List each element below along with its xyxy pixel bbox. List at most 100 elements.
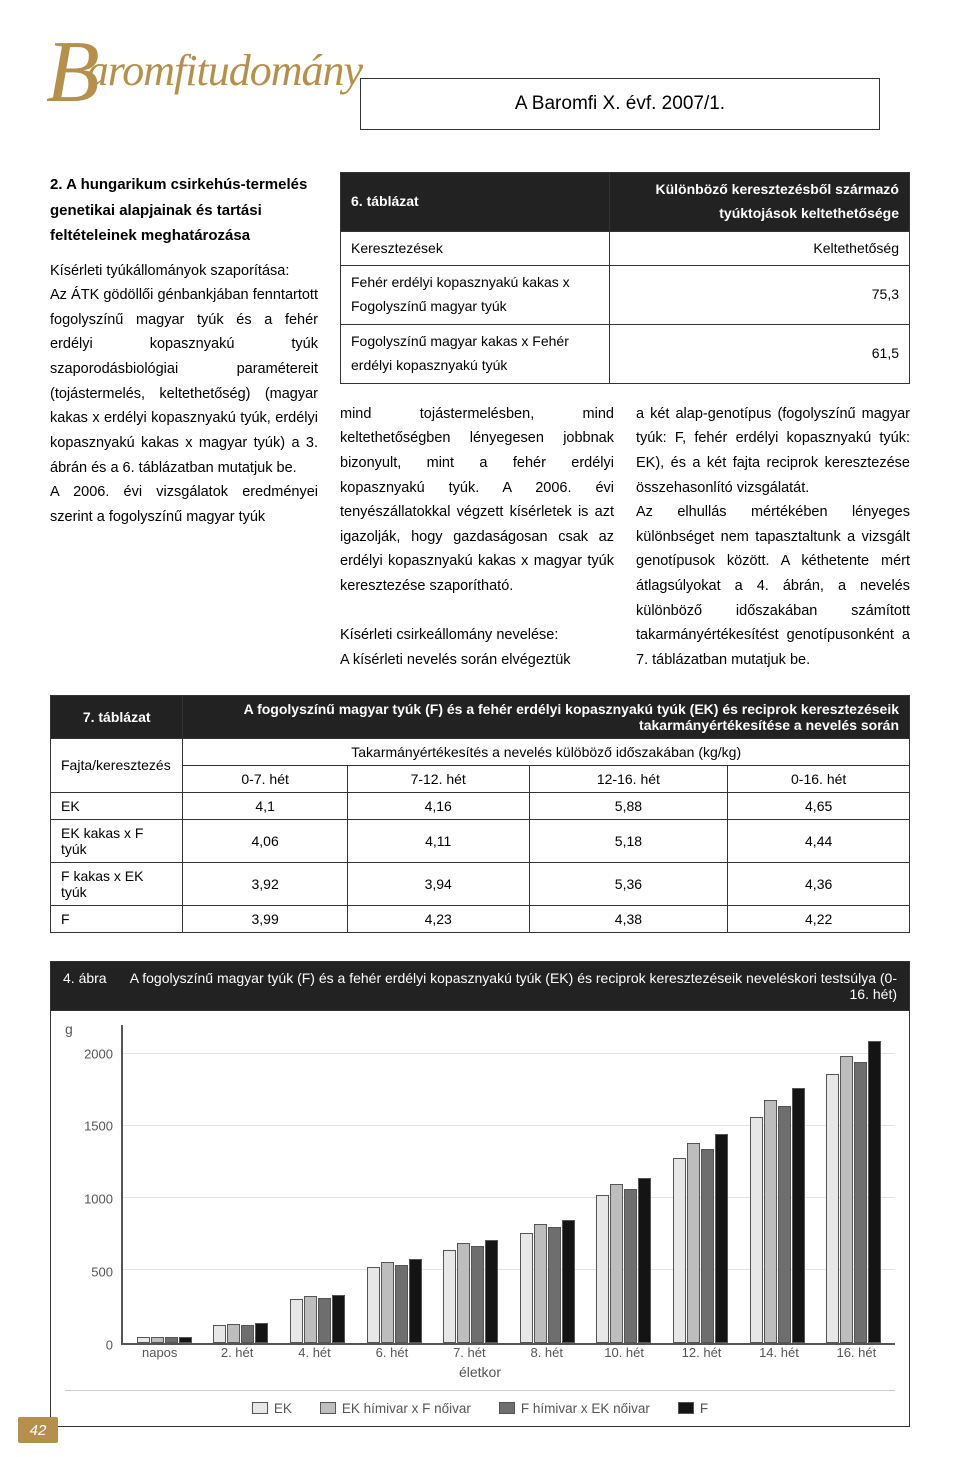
middle-text-columns: mind tojástermelésben, mind keltethetősé… <box>340 402 910 673</box>
table7-rowhead: Fajta/keresztezés <box>51 738 183 792</box>
bar <box>395 1265 408 1343</box>
table7-col-header: 0-7. hét <box>183 765 348 792</box>
upper-columns: 2. A hungarikum csirkehús-termelés genet… <box>50 172 910 673</box>
bar-group <box>820 1041 887 1343</box>
issue-box: A Baromfi X. évf. 2007/1. <box>360 78 880 130</box>
bar <box>318 1298 331 1343</box>
bar <box>624 1189 637 1342</box>
bar <box>826 1074 839 1343</box>
y-axis: g 0500100015002000 <box>65 1025 121 1345</box>
left-column: 2. A hungarikum csirkehús-termelés genet… <box>50 172 318 673</box>
figure-4: 4. ábra A fogolyszínű magyar tyúk (F) és… <box>50 961 910 1427</box>
bar <box>854 1062 867 1342</box>
table-row: Fehér erdélyi kopasznyakú kakas x Fogoly… <box>341 266 910 325</box>
bar <box>151 1337 164 1343</box>
table7-col-header: 0-16. hét <box>728 765 910 792</box>
chart-area: g 0500100015002000 <box>65 1025 895 1345</box>
table-row: EK kakas x F tyúk4,064,115,184,44 <box>51 819 910 862</box>
x-axis-title: életkor <box>65 1364 895 1380</box>
bar <box>701 1149 714 1343</box>
bar <box>137 1337 150 1343</box>
legend-item: F <box>678 1401 708 1416</box>
bar <box>764 1100 777 1343</box>
x-tick: 14. hét <box>740 1345 817 1360</box>
bar <box>381 1262 394 1343</box>
table7-col-header: 7-12. hét <box>347 765 529 792</box>
bar <box>165 1337 178 1343</box>
x-axis-labels: napos2. hét4. hét6. hét7. hét8. hét10. h… <box>121 1345 895 1360</box>
table7-col-header: 12-16. hét <box>529 765 728 792</box>
table7-title: A fogolyszínű magyar tyúk (F) és a fehér… <box>183 695 910 738</box>
bar-group <box>131 1337 198 1343</box>
figure4-label: 4. ábra <box>63 970 107 986</box>
bar <box>457 1243 470 1343</box>
legend-swatch <box>499 1402 515 1414</box>
middle-paragraph: mind tojástermelésben, mind keltethetősé… <box>340 402 614 673</box>
bar <box>485 1240 498 1343</box>
table-row: EK4,14,165,884,65 <box>51 792 910 819</box>
page-header: Baromfitudomány A Baromfi X. évf. 2007/1… <box>50 28 910 148</box>
bar <box>610 1184 623 1343</box>
bar <box>562 1220 575 1343</box>
bar <box>227 1324 240 1343</box>
bar <box>520 1233 533 1343</box>
x-tick: 12. hét <box>663 1345 740 1360</box>
bar <box>792 1088 805 1342</box>
page-number: 42 <box>18 1417 58 1443</box>
bar <box>868 1041 881 1343</box>
right-column: 6. táblázat Különböző keresztezésből szá… <box>340 172 910 673</box>
bar <box>332 1295 345 1343</box>
bar <box>255 1323 268 1343</box>
bar <box>548 1227 561 1343</box>
x-tick: 2. hét <box>198 1345 275 1360</box>
y-tick: 0 <box>106 1337 113 1352</box>
bar <box>367 1267 380 1342</box>
bar-group <box>667 1134 734 1342</box>
right-paragraph: a két alap-genotípus (fogolyszínű magyar… <box>636 402 910 673</box>
bar-group <box>591 1178 658 1343</box>
section-title: 2. A hungarikum csirkehús-termelés genet… <box>50 172 318 249</box>
table-7-wrap: 7. táblázat A fogolyszínű magyar tyúk (F… <box>50 695 910 933</box>
left-paragraph: Kísérleti tyúkállományok szaporítása:Az … <box>50 259 318 530</box>
legend-item: EK <box>252 1401 292 1416</box>
plot-area <box>121 1025 895 1345</box>
bar-group <box>437 1240 504 1343</box>
bar <box>443 1250 456 1343</box>
table6-col1: Keresztezések <box>341 231 610 266</box>
bar <box>534 1224 547 1343</box>
bar <box>750 1117 763 1342</box>
bar <box>596 1195 609 1342</box>
legend-swatch <box>678 1402 694 1414</box>
legend-item: F hímivar x EK nőivar <box>499 1401 650 1416</box>
table-row: F3,994,234,384,22 <box>51 905 910 932</box>
y-tick: 2000 <box>84 1046 113 1061</box>
table6-col2: Keltethetőség <box>610 231 910 266</box>
bar <box>213 1325 226 1342</box>
table6-label: 6. táblázat <box>341 173 610 232</box>
legend-swatch <box>252 1402 268 1414</box>
table-row: Fogolyszínű magyar kakas x Fehér erdélyi… <box>341 324 910 383</box>
figure4-header: 4. ábra A fogolyszínű magyar tyúk (F) és… <box>50 961 910 1011</box>
table-7: 7. táblázat A fogolyszínű magyar tyúk (F… <box>50 695 910 933</box>
bar <box>179 1337 192 1343</box>
y-tick: 1000 <box>84 1192 113 1207</box>
bar <box>290 1299 303 1342</box>
legend-item: EK hímivar x F nőivar <box>320 1401 471 1416</box>
legend-swatch <box>320 1402 336 1414</box>
brand-title: Baromfitudomány <box>46 22 362 123</box>
figure4-title: A fogolyszínű magyar tyúk (F) és a fehér… <box>127 970 897 1002</box>
table-6: 6. táblázat Különböző keresztezésből szá… <box>340 172 910 384</box>
y-tick: 500 <box>91 1264 113 1279</box>
table-row: F kakas x EK tyúk3,923,945,364,36 <box>51 862 910 905</box>
bar <box>778 1106 791 1343</box>
bar <box>409 1259 422 1343</box>
bar <box>471 1246 484 1343</box>
bar <box>241 1325 254 1343</box>
bar-group <box>284 1295 351 1343</box>
x-tick: 7. hét <box>431 1345 508 1360</box>
table7-label: 7. táblázat <box>51 695 183 738</box>
bar-group <box>514 1220 581 1343</box>
bar <box>638 1178 651 1343</box>
bar-group <box>361 1259 428 1343</box>
bar <box>304 1296 317 1342</box>
